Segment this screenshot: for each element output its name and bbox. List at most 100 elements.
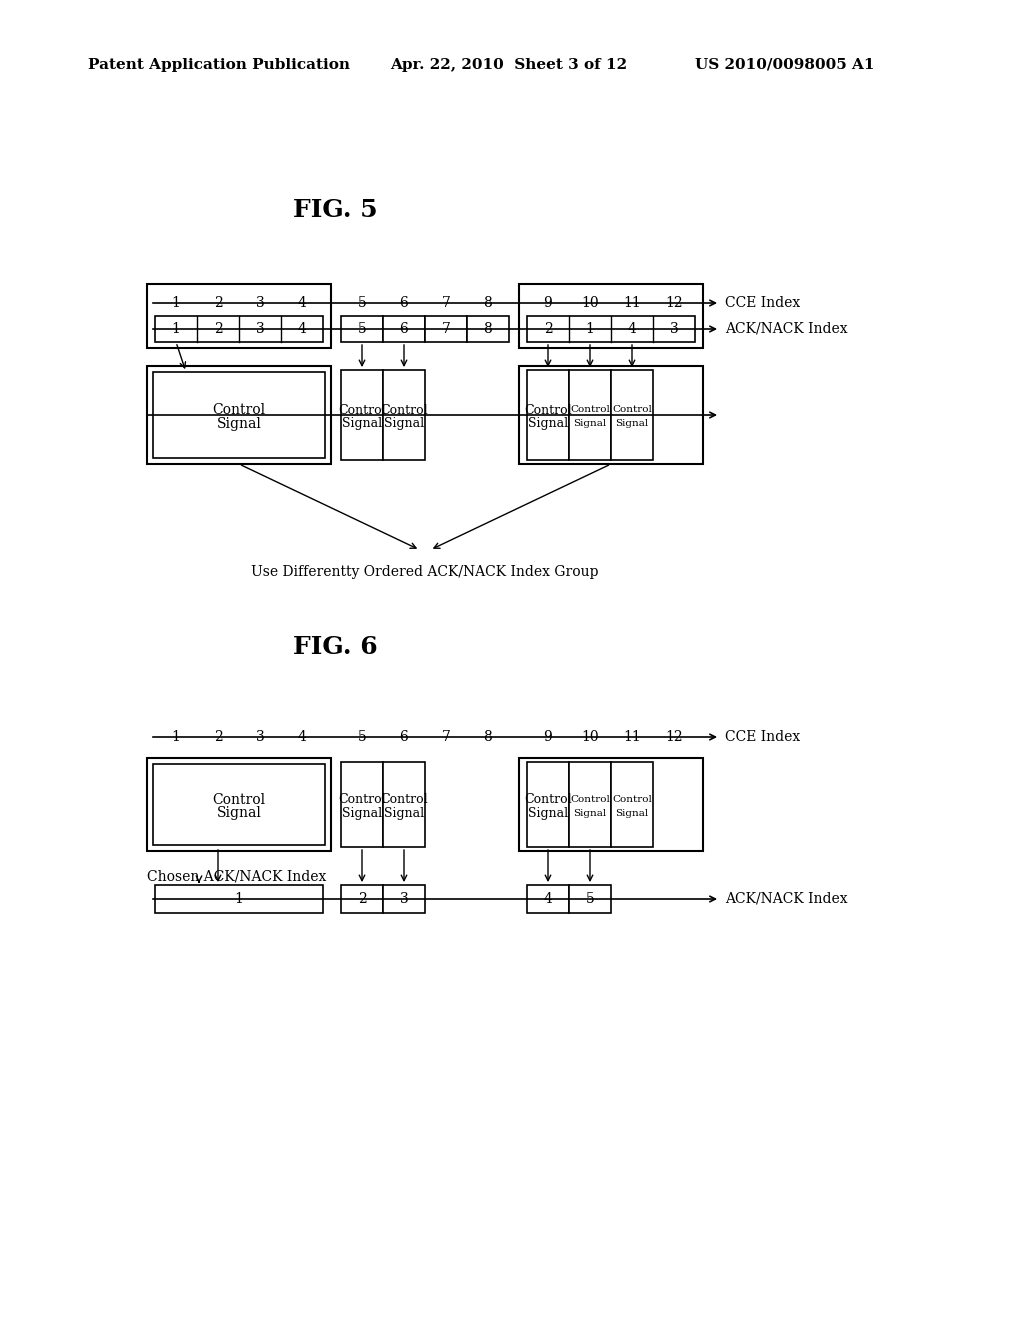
Text: 2: 2: [544, 322, 552, 337]
Text: 12: 12: [666, 730, 683, 744]
Bar: [341, 884, 383, 913]
Bar: [569, 884, 611, 913]
Text: 9: 9: [544, 730, 552, 744]
Text: Control: Control: [612, 795, 652, 804]
Text: Signal: Signal: [342, 417, 382, 430]
Text: Control: Control: [212, 792, 265, 807]
Text: Control: Control: [380, 793, 428, 807]
Text: 3: 3: [399, 892, 409, 906]
Bar: [527, 370, 569, 459]
Text: CCE Index: CCE Index: [725, 730, 800, 744]
Text: 11: 11: [624, 730, 641, 744]
Text: CCE Index: CCE Index: [725, 296, 800, 310]
Text: 7: 7: [441, 730, 451, 744]
Bar: [519, 758, 703, 851]
Bar: [155, 884, 323, 913]
Text: Control: Control: [524, 793, 571, 807]
Text: 2: 2: [214, 296, 222, 310]
Text: FIG. 6: FIG. 6: [293, 635, 377, 659]
Text: 8: 8: [483, 322, 493, 337]
Text: Use Differentty Ordered ACK/NACK Index Group: Use Differentty Ordered ACK/NACK Index G…: [251, 565, 599, 579]
Text: Signal: Signal: [216, 807, 261, 821]
Bar: [527, 884, 569, 913]
Text: 5: 5: [357, 730, 367, 744]
Bar: [611, 370, 653, 459]
Bar: [147, 758, 331, 851]
Text: Control: Control: [338, 793, 386, 807]
Text: Control: Control: [380, 404, 428, 417]
Text: 2: 2: [214, 730, 222, 744]
Text: 5: 5: [586, 892, 594, 906]
Bar: [341, 315, 383, 342]
Bar: [519, 284, 703, 348]
Text: Patent Application Publication: Patent Application Publication: [88, 58, 350, 73]
Text: Signal: Signal: [528, 417, 568, 430]
Bar: [383, 884, 425, 913]
Text: 12: 12: [666, 296, 683, 310]
Text: 1: 1: [172, 296, 180, 310]
Text: 7: 7: [441, 322, 451, 337]
Bar: [155, 315, 323, 342]
Text: 8: 8: [483, 730, 493, 744]
Bar: [341, 762, 383, 847]
Text: 3: 3: [256, 322, 264, 337]
Bar: [527, 762, 569, 847]
Text: 6: 6: [399, 322, 409, 337]
Text: Signal: Signal: [384, 807, 424, 820]
Bar: [147, 366, 331, 465]
Text: 4: 4: [298, 730, 306, 744]
Text: 3: 3: [256, 730, 264, 744]
Text: 3: 3: [256, 296, 264, 310]
Bar: [425, 315, 467, 342]
Text: 6: 6: [399, 296, 409, 310]
Text: 1: 1: [172, 322, 180, 337]
Text: US 2010/0098005 A1: US 2010/0098005 A1: [695, 58, 874, 73]
Text: 1: 1: [234, 892, 244, 906]
Text: 1: 1: [586, 322, 595, 337]
Bar: [569, 370, 611, 459]
Bar: [467, 315, 509, 342]
Text: Signal: Signal: [615, 809, 648, 818]
Bar: [383, 315, 425, 342]
Text: Signal: Signal: [216, 417, 261, 432]
Text: Signal: Signal: [384, 417, 424, 430]
Bar: [383, 370, 425, 459]
Bar: [519, 366, 703, 465]
Text: Control: Control: [570, 405, 610, 414]
Text: FIG. 5: FIG. 5: [293, 198, 377, 222]
Text: 3: 3: [670, 322, 678, 337]
Text: 10: 10: [582, 296, 599, 310]
Text: 5: 5: [357, 322, 367, 337]
Bar: [611, 762, 653, 847]
Text: 4: 4: [298, 322, 306, 337]
Text: 2: 2: [214, 322, 222, 337]
Text: Signal: Signal: [528, 807, 568, 820]
Text: 4: 4: [298, 296, 306, 310]
Text: Control: Control: [612, 405, 652, 414]
Bar: [527, 315, 695, 342]
Text: Control: Control: [338, 404, 386, 417]
Text: 2: 2: [357, 892, 367, 906]
Bar: [153, 764, 325, 845]
Text: 1: 1: [172, 730, 180, 744]
Text: 5: 5: [357, 296, 367, 310]
Bar: [153, 372, 325, 458]
Text: 8: 8: [483, 296, 493, 310]
Text: Chosen ACK/NACK Index: Chosen ACK/NACK Index: [147, 870, 327, 884]
Text: Signal: Signal: [615, 420, 648, 429]
Text: ACK/NACK Index: ACK/NACK Index: [725, 892, 848, 906]
Text: ACK/NACK Index: ACK/NACK Index: [725, 322, 848, 337]
Text: Signal: Signal: [573, 420, 606, 429]
Text: 6: 6: [399, 730, 409, 744]
Text: 11: 11: [624, 296, 641, 310]
Text: 4: 4: [628, 322, 637, 337]
Text: Control: Control: [570, 795, 610, 804]
Text: 10: 10: [582, 730, 599, 744]
Bar: [383, 762, 425, 847]
Text: Control: Control: [524, 404, 571, 417]
Bar: [341, 370, 383, 459]
Bar: [569, 762, 611, 847]
Text: Signal: Signal: [573, 809, 606, 818]
Text: 4: 4: [544, 892, 552, 906]
Bar: [147, 284, 331, 348]
